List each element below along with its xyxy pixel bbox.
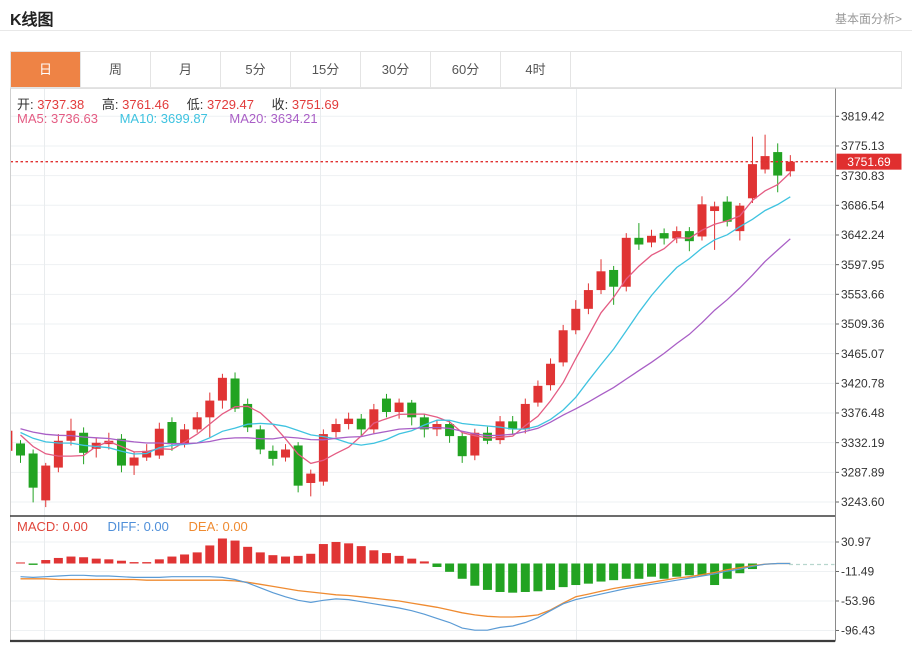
tab-5min[interactable]: 5分 — [221, 52, 291, 87]
svg-text:3819.42: 3819.42 — [841, 110, 885, 124]
open-label: 开: — [17, 97, 34, 112]
svg-text:3465.07: 3465.07 — [841, 347, 885, 361]
svg-text:3775.13: 3775.13 — [841, 139, 885, 153]
svg-text:-11.49: -11.49 — [841, 565, 874, 579]
svg-text:-96.43: -96.43 — [841, 624, 875, 638]
svg-text:3376.48: 3376.48 — [841, 406, 885, 420]
high-value: 3761.46 — [122, 97, 170, 112]
tab-month[interactable]: 月 — [151, 52, 221, 87]
macd-value: MACD: 0.00 — [17, 519, 88, 534]
close-value: 3751.69 — [291, 97, 339, 112]
tab-4hour[interactable]: 4时 — [501, 52, 571, 87]
fundamental-analysis-link[interactable]: 基本面分析> — [834, 12, 902, 26]
open-value: 3737.38 — [37, 97, 85, 112]
svg-text:3243.60: 3243.60 — [841, 495, 885, 509]
close-label: 收: — [271, 97, 289, 112]
ma20-value: MA20: 3634.21 — [229, 111, 318, 126]
diff-value: DIFF: 0.00 — [107, 519, 169, 534]
tab-15min[interactable]: 15分 — [291, 52, 361, 87]
ma5-value: MA5: 3736.63 — [17, 111, 98, 126]
svg-text:3332.19: 3332.19 — [841, 436, 885, 450]
low-value: 3729.47 — [207, 97, 254, 112]
svg-text:3287.89: 3287.89 — [841, 466, 885, 480]
svg-text:3642.24: 3642.24 — [841, 228, 885, 242]
svg-text:3730.83: 3730.83 — [841, 169, 885, 183]
macd-row: MACD: 0.00 DIFF: 0.00 DEA: 0.00 — [17, 519, 248, 534]
tab-60min[interactable]: 60分 — [431, 52, 501, 87]
svg-text:3553.66: 3553.66 — [841, 288, 885, 302]
svg-text:30.97: 30.97 — [841, 535, 871, 549]
interval-tabbar: 日 周 月 5分 15分 30分 60分 4时 — [10, 51, 902, 88]
svg-text:3751.69: 3751.69 — [847, 155, 891, 169]
ma10-value: MA10: 3699.87 — [119, 111, 208, 126]
tab-day[interactable]: 日 — [11, 52, 81, 87]
ma-row: MA5: 3736.63 MA10: 3699.87 MA20: 3634.21 — [17, 111, 318, 126]
svg-text:-53.96: -53.96 — [841, 594, 875, 608]
svg-text:3686.54: 3686.54 — [841, 199, 885, 213]
page-title: K线图 — [10, 12, 54, 29]
header-divider — [0, 30, 912, 31]
dea-value: DEA: 0.00 — [188, 519, 248, 534]
low-label: 低: — [186, 97, 204, 112]
svg-text:3509.36: 3509.36 — [841, 317, 885, 331]
high-label: 高: — [101, 97, 119, 112]
tab-week[interactable]: 周 — [81, 52, 151, 87]
tab-30min[interactable]: 30分 — [361, 52, 431, 87]
svg-text:3597.95: 3597.95 — [841, 258, 885, 272]
svg-text:3420.78: 3420.78 — [841, 377, 885, 391]
ohlc-row: 开: 3737.38 高: 3761.46 低: 3729.47 收: 3751… — [17, 94, 353, 113]
